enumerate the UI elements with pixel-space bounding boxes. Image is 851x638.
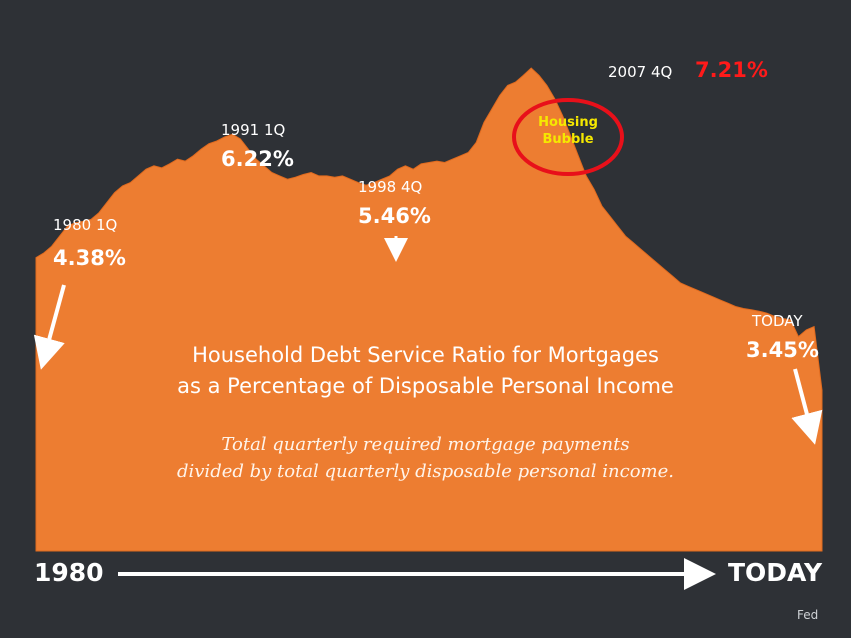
annotation-2007-value: 7.21% — [695, 58, 768, 82]
annotation-2007-period: 2007 4Q — [608, 63, 673, 81]
annotation-1980-period: 1980 1Q — [53, 216, 118, 234]
annotation-1980-value: 4.38% — [53, 246, 126, 270]
annotation-1998-value: 5.46% — [358, 204, 431, 228]
chart-subtitle-line-1: Total quarterly required mortgage paymen… — [221, 434, 630, 455]
housing-bubble-line-2: Bubble — [542, 132, 594, 147]
housing-bubble-line-1: Housing — [538, 115, 598, 130]
annotation-1991-value: 6.22% — [221, 147, 294, 171]
annotation-1991-period: 1991 1Q — [221, 121, 286, 139]
source-label: Fed — [797, 608, 819, 622]
x-axis-start-label: 1980 — [34, 558, 104, 587]
annotation-1998-period: 1998 4Q — [358, 178, 423, 196]
annotation-today-period: TODAY — [752, 312, 803, 330]
x-axis-end-label: TODAY — [728, 558, 823, 587]
arrow-1980 — [33, 284, 66, 370]
chart-title-line-1: Household Debt Service Ratio for Mortgag… — [192, 343, 659, 367]
arrow-today — [791, 368, 823, 445]
housing-bubble-circle — [512, 98, 624, 176]
chart-subtitle-line-2: divided by total quarterly disposable pe… — [176, 461, 674, 482]
annotation-today-value: 3.45% — [746, 338, 819, 362]
mortgage-ratio-area — [35, 67, 823, 552]
housing-bubble-label: Housing Bubble — [528, 114, 608, 148]
chart-title-line-2: as a Percentage of Disposable Personal I… — [177, 374, 674, 398]
